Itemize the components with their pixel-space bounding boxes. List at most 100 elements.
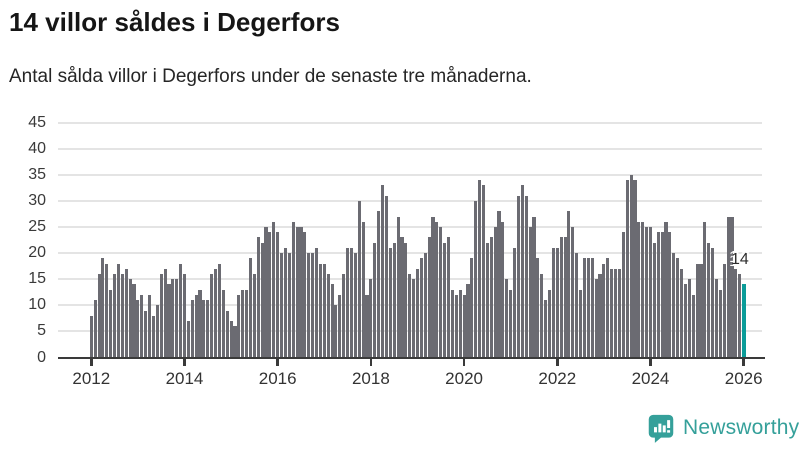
- bar: [101, 258, 105, 358]
- bar: [206, 300, 210, 358]
- bar: [582, 258, 587, 358]
- bar: [128, 279, 132, 358]
- bar: [311, 253, 315, 358]
- bar: [155, 305, 159, 358]
- y-axis-tick-label: 30: [28, 191, 46, 209]
- bar: [326, 274, 330, 358]
- bar: [730, 216, 734, 358]
- bar: [283, 247, 287, 358]
- bar: [711, 247, 715, 358]
- bar: [602, 263, 606, 358]
- bar: [695, 263, 699, 358]
- bar: [532, 216, 536, 358]
- y-axis-tick-label: 0: [37, 348, 46, 366]
- bar: [171, 279, 175, 358]
- bar: [334, 305, 338, 358]
- bar: [361, 221, 365, 358]
- bar: [524, 195, 528, 358]
- bar: [388, 247, 392, 358]
- bar: [672, 253, 676, 358]
- bar: [280, 253, 284, 358]
- bar: [105, 263, 109, 358]
- bar: [738, 274, 742, 358]
- bar: [629, 174, 633, 358]
- bar: [252, 274, 256, 358]
- bar: [163, 268, 167, 358]
- bar: [217, 263, 221, 358]
- bar: [248, 258, 253, 358]
- bar: [175, 279, 179, 358]
- bar: [260, 242, 264, 358]
- y-gridline: [58, 199, 762, 202]
- bar: [392, 242, 396, 358]
- bar: [551, 247, 555, 358]
- bar: [357, 200, 361, 358]
- page-title: 14 villor såldes i Degerfors: [9, 7, 340, 37]
- bar: [268, 232, 272, 358]
- chart-subtitle: Antal sålda villor i Degerfors under de …: [9, 66, 532, 87]
- bar: [132, 284, 136, 358]
- y-gridline: [58, 173, 762, 176]
- bar: [116, 263, 121, 358]
- bar: [656, 232, 660, 358]
- bar: [256, 237, 260, 358]
- bar: [427, 237, 431, 358]
- bar: [563, 237, 567, 358]
- x-axis-tick: [90, 359, 93, 366]
- bar: [369, 279, 373, 358]
- x-axis-tick-label: 2026: [724, 368, 763, 388]
- x-axis-tick-label: 2018: [351, 368, 390, 388]
- bar: [594, 279, 598, 358]
- bar: [439, 227, 443, 358]
- bar: [97, 274, 101, 358]
- bar: [458, 289, 462, 358]
- bar: [93, 300, 97, 358]
- newsworthy-logo: Newsworthy: [647, 413, 799, 443]
- bar: [497, 211, 501, 358]
- bar: [264, 227, 268, 358]
- bar: [151, 315, 155, 358]
- x-axis-line: [58, 356, 765, 359]
- bar: [431, 216, 435, 358]
- bar: [338, 294, 342, 358]
- bar: [481, 185, 486, 358]
- bar: [179, 263, 183, 358]
- x-axis-tick-label: 2014: [165, 368, 204, 388]
- bar: [190, 300, 194, 358]
- bar: [641, 221, 645, 358]
- bar: [668, 232, 672, 358]
- bar: [520, 185, 524, 358]
- bar: [314, 247, 319, 358]
- bar: [660, 232, 664, 358]
- bar: [489, 237, 493, 358]
- bar: [676, 258, 680, 358]
- x-axis-tick-label: 2024: [631, 368, 670, 388]
- bar: [194, 294, 198, 358]
- bar: [113, 274, 117, 358]
- bar: [237, 294, 241, 358]
- x-axis-tick: [556, 359, 559, 366]
- bar: [478, 180, 482, 358]
- bar: [380, 185, 385, 358]
- bar: [365, 294, 369, 358]
- bar: [707, 242, 711, 358]
- bar: [124, 268, 128, 358]
- bar: [680, 268, 684, 358]
- y-gridline: [58, 252, 762, 255]
- bar: [198, 289, 202, 358]
- bar: [404, 242, 408, 358]
- bar: [637, 221, 641, 358]
- bar: [373, 242, 377, 358]
- bar: [505, 279, 509, 358]
- y-gridline: [58, 226, 762, 229]
- bar: [586, 258, 590, 358]
- bar: [691, 294, 695, 358]
- y-axis-tick-label: 15: [28, 270, 46, 288]
- bar: [349, 247, 354, 358]
- bar: [144, 310, 148, 358]
- bar: [210, 274, 214, 358]
- bar: [454, 294, 458, 358]
- bar: [272, 221, 276, 358]
- bar: [377, 211, 381, 358]
